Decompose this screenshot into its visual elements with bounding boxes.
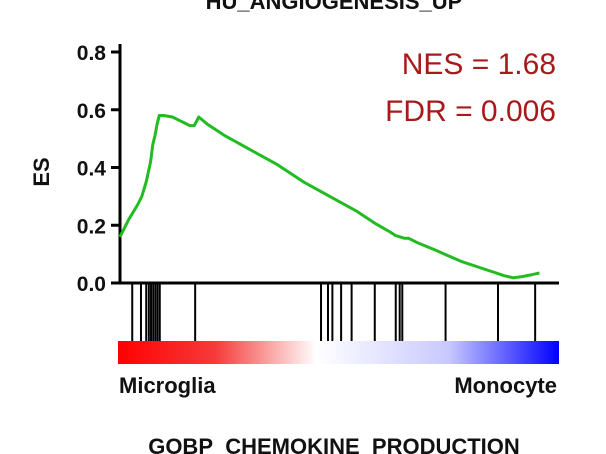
y-tick-label: 0.4 [77, 158, 107, 181]
y-axis-label: ES [29, 157, 54, 186]
gene-hit-marks [131, 283, 537, 341]
rank-label-left: Microglia [119, 373, 216, 398]
fdr-annotation: FDR = 0.006 [385, 95, 556, 128]
rank-label-right: Monocyte [454, 373, 557, 398]
nes-annotation: NES = 1.68 [402, 48, 556, 81]
y-tick-label: 0.8 [77, 42, 107, 65]
ranked-metric-gradient-bar [118, 341, 559, 364]
footer-gene-set-title: GOBP_CHEMOKINE_PRODUCTION [148, 434, 520, 454]
chart-title: HU_ANGIOGENESIS_UP [206, 0, 463, 14]
y-tick-label: 0.6 [77, 100, 106, 123]
y-tick-label: 0.0 [77, 273, 106, 296]
y-tick-label: 0.2 [77, 215, 106, 238]
enrichment-score-curve [118, 114, 540, 280]
y-axis-ticks: 0.0 0.2 0.4 0.6 0.8 [77, 42, 120, 296]
